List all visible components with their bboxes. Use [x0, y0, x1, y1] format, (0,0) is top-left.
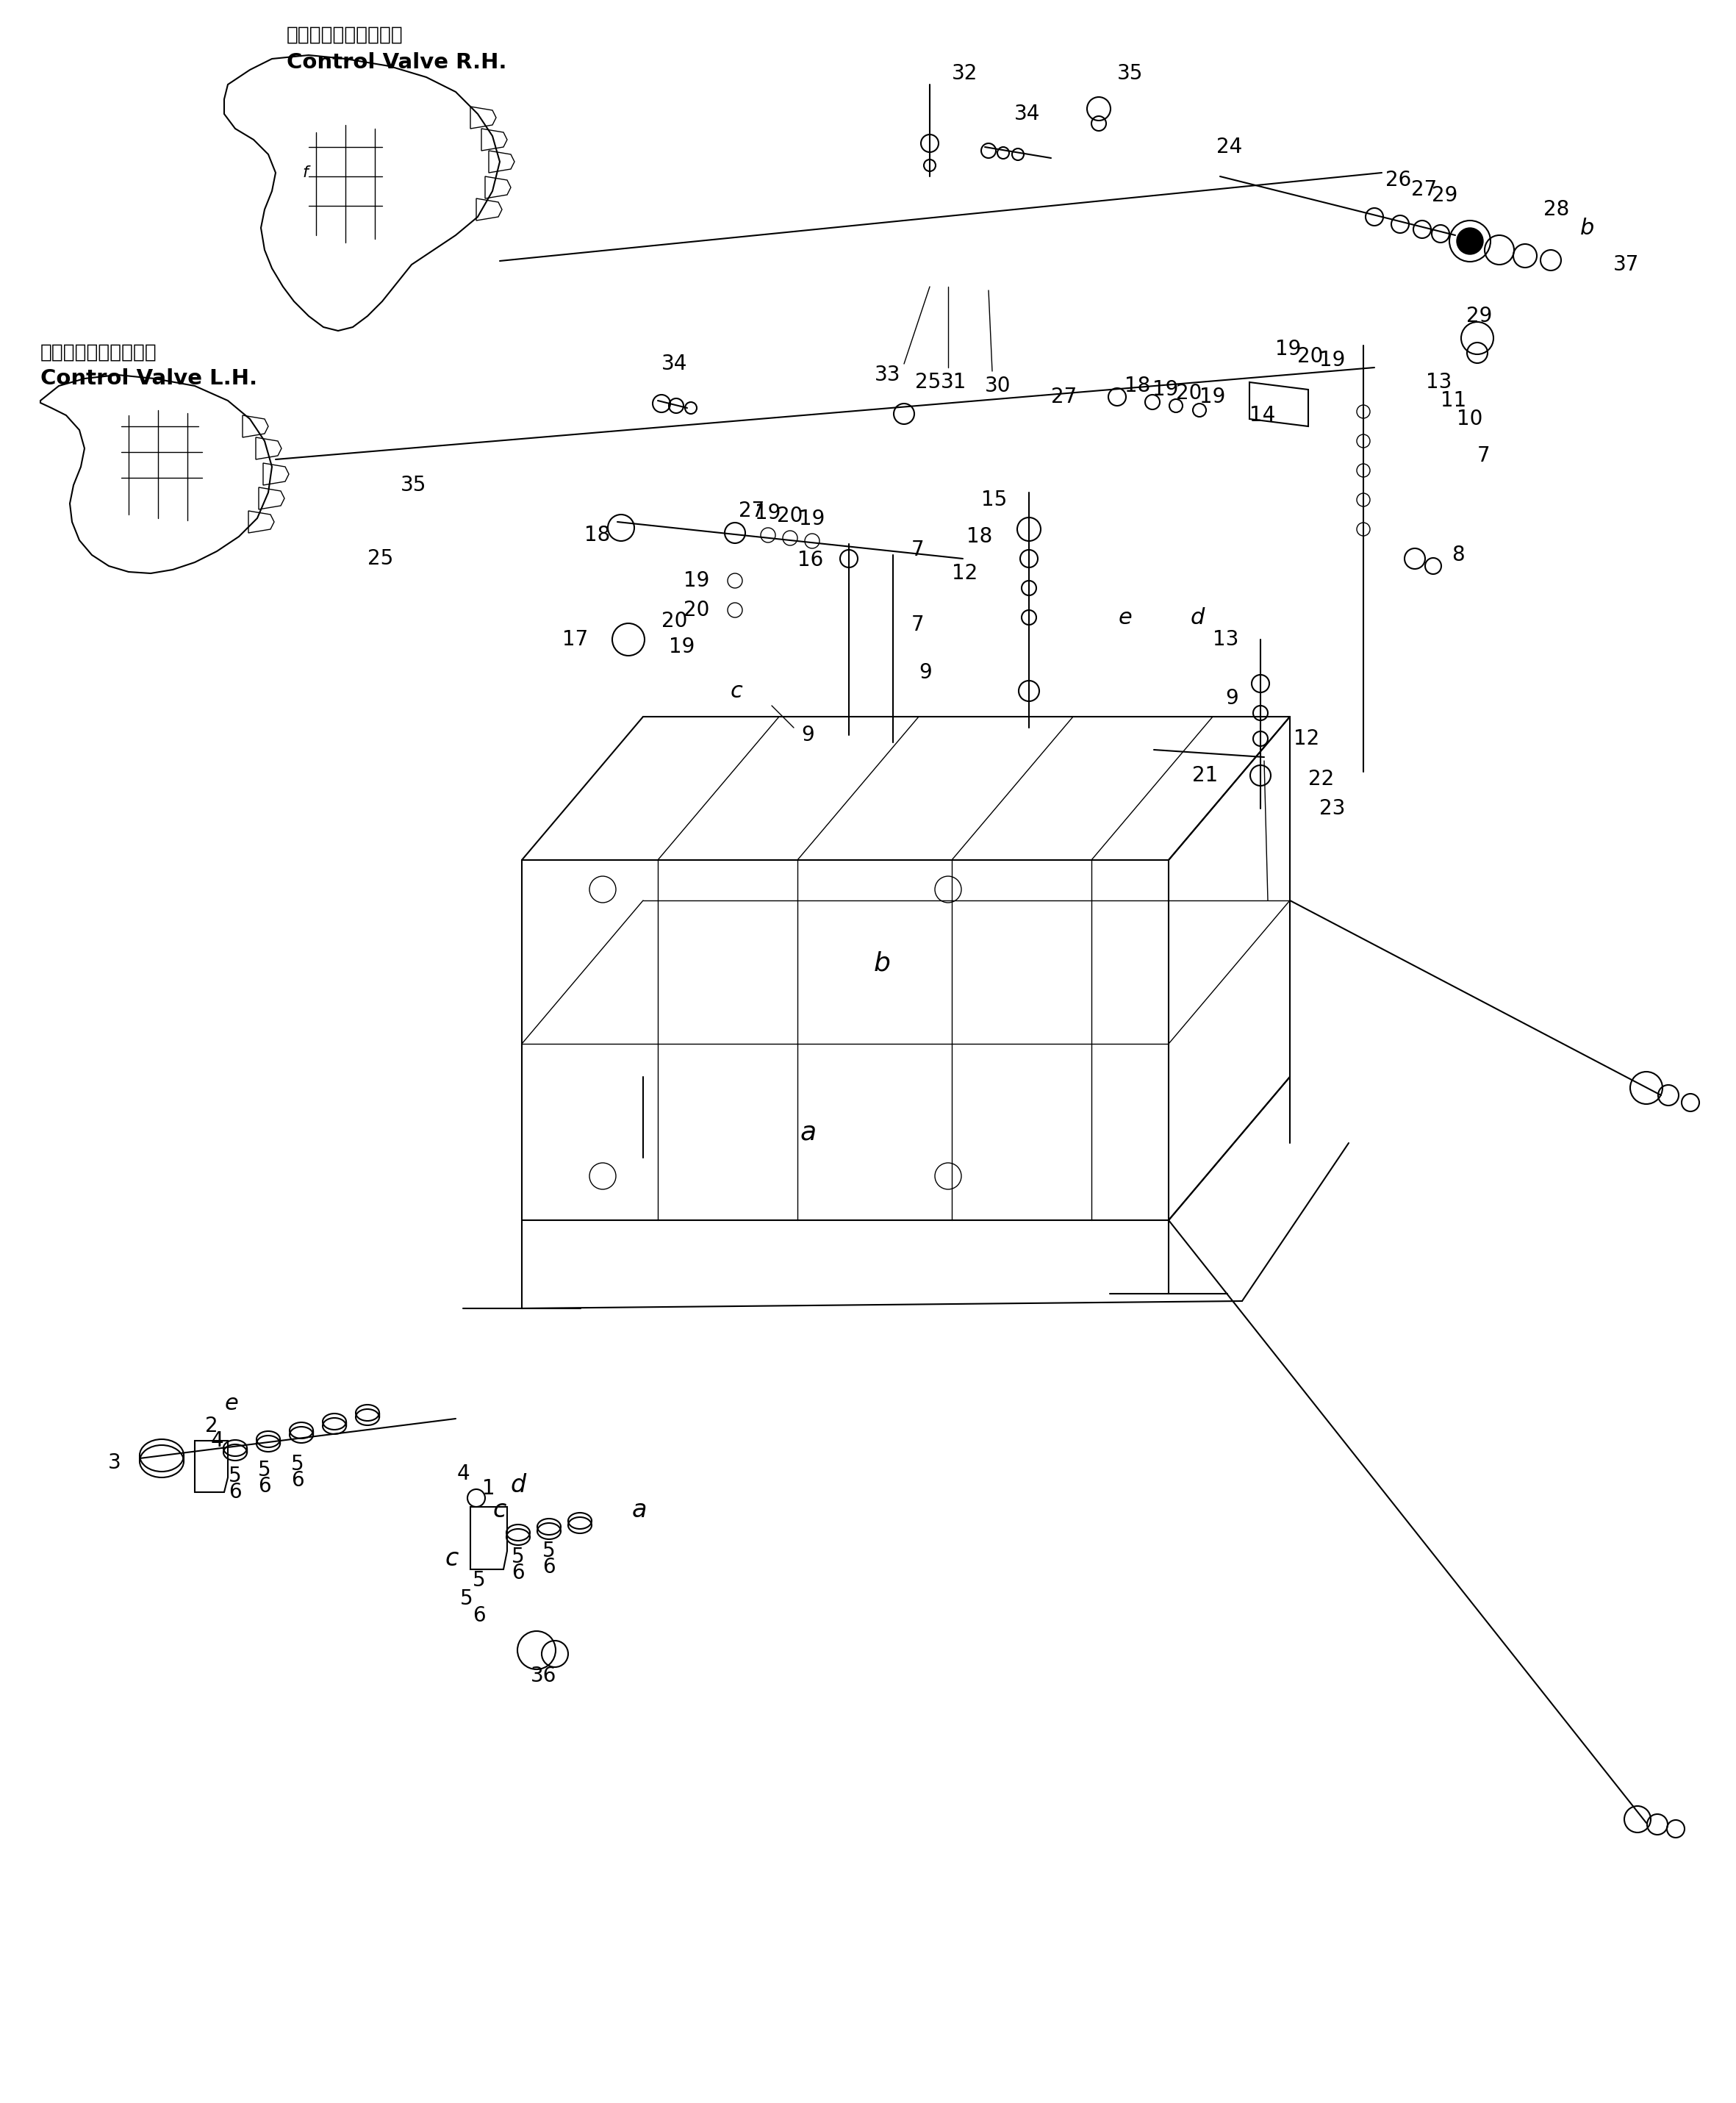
- Text: 30: 30: [984, 376, 1010, 395]
- Text: 6: 6: [229, 1483, 241, 1502]
- Text: 20: 20: [661, 610, 687, 631]
- Text: 20: 20: [1297, 347, 1323, 366]
- Text: 27: 27: [1411, 179, 1437, 200]
- Text: 26: 26: [1385, 170, 1411, 191]
- Text: 6: 6: [512, 1563, 524, 1584]
- Text: 29: 29: [1467, 305, 1493, 326]
- Text: 20: 20: [1175, 383, 1201, 404]
- Text: 9: 9: [800, 726, 814, 744]
- Text: 4: 4: [457, 1464, 469, 1485]
- Text: b: b: [873, 951, 891, 976]
- Text: e: e: [1118, 608, 1132, 629]
- Text: 9: 9: [1226, 688, 1238, 709]
- Text: 5: 5: [543, 1541, 556, 1560]
- Text: 6: 6: [259, 1476, 271, 1497]
- Text: 19: 19: [755, 503, 781, 524]
- Text: 21: 21: [1193, 765, 1219, 787]
- Text: 27: 27: [738, 501, 764, 522]
- Text: 13: 13: [1425, 372, 1451, 393]
- Text: 18: 18: [967, 526, 993, 547]
- Text: 12: 12: [1293, 728, 1319, 749]
- Text: 2: 2: [205, 1415, 219, 1436]
- Text: Control Valve L.H.: Control Valve L.H.: [40, 368, 257, 389]
- Text: 20: 20: [778, 505, 804, 526]
- Text: 5: 5: [229, 1466, 241, 1487]
- Text: 35: 35: [401, 475, 427, 496]
- Text: 7: 7: [911, 540, 924, 559]
- Text: 8: 8: [1451, 545, 1465, 566]
- Text: c: c: [731, 679, 743, 702]
- Text: 4: 4: [210, 1430, 224, 1451]
- Text: 32: 32: [951, 63, 977, 84]
- Text: 34: 34: [1014, 103, 1040, 124]
- Text: 7: 7: [1477, 446, 1489, 467]
- Text: 9: 9: [918, 662, 932, 683]
- Text: 22: 22: [1309, 770, 1335, 789]
- Text: 19: 19: [1319, 349, 1345, 370]
- Text: 14: 14: [1250, 406, 1276, 425]
- Text: e: e: [224, 1394, 238, 1415]
- Text: 1: 1: [483, 1478, 495, 1499]
- Text: c: c: [444, 1546, 458, 1571]
- Text: 18: 18: [1125, 376, 1151, 395]
- Text: 34: 34: [661, 353, 687, 374]
- Text: 28: 28: [1543, 200, 1569, 221]
- Text: 6: 6: [292, 1470, 304, 1491]
- Text: コントロールバルブ右: コントロールバルブ右: [286, 25, 403, 44]
- Text: 20: 20: [684, 599, 710, 620]
- Text: 33: 33: [875, 364, 901, 385]
- Text: 15: 15: [981, 490, 1007, 511]
- Text: 19: 19: [668, 637, 694, 656]
- Text: 18: 18: [585, 526, 611, 545]
- Text: 5: 5: [259, 1459, 271, 1481]
- Text: 17: 17: [562, 629, 589, 650]
- Text: 5: 5: [472, 1571, 486, 1590]
- Text: 31: 31: [941, 372, 967, 393]
- Text: 5: 5: [292, 1453, 304, 1474]
- Text: 25: 25: [915, 372, 941, 393]
- Text: 13: 13: [1212, 629, 1238, 650]
- Text: f: f: [302, 166, 307, 181]
- Text: b: b: [1580, 217, 1594, 238]
- Text: 7: 7: [911, 614, 924, 635]
- Text: 27: 27: [1050, 387, 1076, 408]
- Text: 35: 35: [1118, 63, 1142, 84]
- Text: 19: 19: [1200, 387, 1226, 408]
- Text: 24: 24: [1217, 137, 1243, 158]
- Text: 16: 16: [797, 549, 823, 570]
- Text: c: c: [493, 1499, 507, 1523]
- Text: 5: 5: [460, 1588, 474, 1609]
- Text: 3: 3: [108, 1453, 122, 1472]
- Text: 29: 29: [1432, 185, 1458, 206]
- Text: コントロールバルブ左: コントロールバルブ左: [40, 343, 156, 362]
- Text: 19: 19: [1153, 379, 1179, 400]
- Text: 36: 36: [531, 1666, 557, 1687]
- Text: 19: 19: [799, 509, 825, 530]
- Text: 37: 37: [1613, 254, 1639, 275]
- Text: 25: 25: [368, 549, 394, 570]
- Text: 12: 12: [951, 564, 977, 585]
- Text: 5: 5: [512, 1546, 524, 1567]
- Circle shape: [1457, 227, 1483, 254]
- Text: 23: 23: [1319, 799, 1345, 818]
- Text: 10: 10: [1457, 408, 1483, 429]
- Text: a: a: [800, 1119, 816, 1144]
- Text: d: d: [1191, 608, 1205, 629]
- Text: Control Valve R.H.: Control Valve R.H.: [286, 53, 507, 74]
- Text: 19: 19: [684, 570, 710, 591]
- Text: 11: 11: [1441, 391, 1467, 410]
- Text: 6: 6: [543, 1556, 556, 1577]
- Text: a: a: [632, 1499, 648, 1523]
- Text: 6: 6: [472, 1605, 486, 1626]
- Text: d: d: [510, 1472, 526, 1497]
- Text: 19: 19: [1276, 339, 1302, 360]
